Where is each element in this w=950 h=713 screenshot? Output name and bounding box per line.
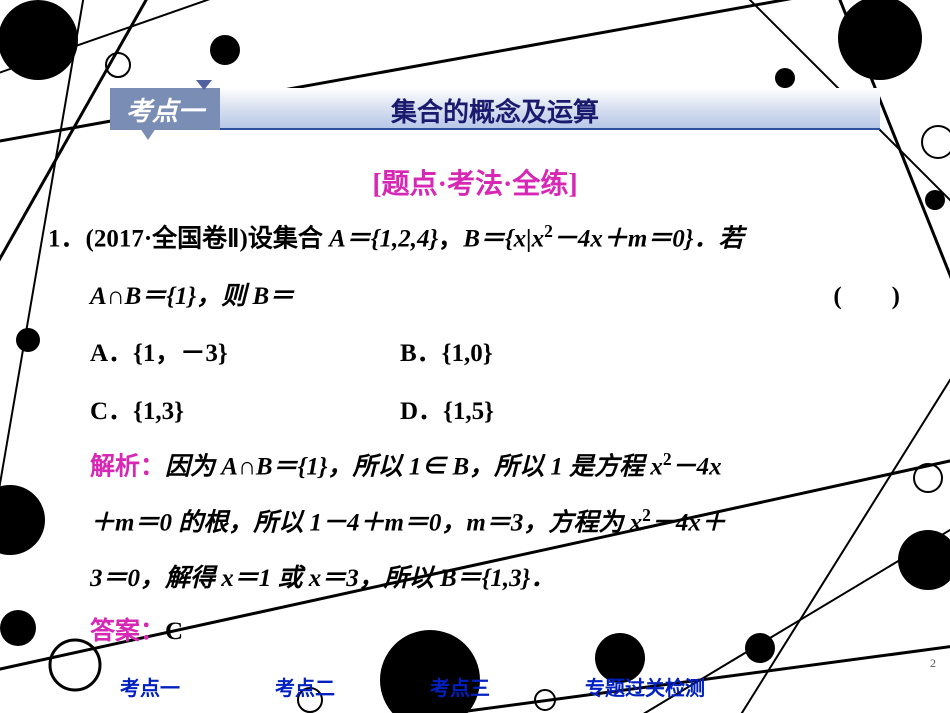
subtitle: [题点·考法·全练] (372, 162, 577, 202)
header-bar: 考点一 集合的概念及运算 (110, 88, 880, 130)
footer-item-4[interactable]: 专题过关检测 (585, 672, 705, 701)
topic-title: 集合的概念及运算 (391, 92, 599, 129)
line2-prefix: A∩B＝{1}，则 B＝ (90, 283, 294, 310)
sol-l2-p2: －4x＋ (651, 509, 726, 536)
question-line-1: 1．(2017·全国卷Ⅱ)设集合 A＝{1,2,4}，B＝{x|x2－4x＋m＝… (48, 215, 920, 263)
option-row-1: A．{1，－3} B．{1,0} (90, 330, 920, 378)
option-b: B．{1,0} (400, 330, 493, 378)
solution-line2: ＋m＝0 的根，所以 1－4＋m＝0，m＝3，方程为 x2－4x＋ (48, 499, 920, 547)
sol-l1-exp: 2 (663, 449, 672, 469)
question-line-2: A∩B＝{1}，则 B＝ ( ) (48, 273, 920, 321)
option-d: D．{1,5} (400, 388, 494, 436)
option-a: A．{1，－3} (90, 330, 400, 378)
content-area: 1．(2017·全国卷Ⅱ)设集合 A＝{1,2,4}，B＝{x|x2－4x＋m＝… (48, 215, 920, 656)
options: A．{1，－3} B．{1,0} C．{1,3} D．{1,5} (48, 330, 920, 435)
option-row-2: C．{1,3} D．{1,5} (90, 388, 920, 436)
set-b-exp: 2 (544, 221, 553, 241)
sol-l2-exp: 2 (642, 505, 651, 525)
footer-item-3[interactable]: 考点三 (430, 672, 490, 701)
answer-label: 答案： (90, 618, 165, 645)
set-b-prefix: B＝{x|x (463, 225, 544, 252)
solution-line3: 3＝0，解得 x＝1 或 x＝3，所以 B＝{1,3}． (48, 555, 920, 603)
set-a: A＝{1,2,4} (329, 225, 438, 252)
answer: 答案：C (48, 608, 920, 656)
sol-l3: 3＝0，解得 x＝1 或 x＝3，所以 B＝{1,3}． (90, 565, 555, 592)
question-number: 1． (48, 225, 86, 252)
sol-l1-p2: －4x (672, 454, 722, 481)
footer-item-1[interactable]: 考点一 (120, 672, 180, 701)
sol-l1-p1: 因为 A∩B＝{1}，所以 1∈ B，所以 1 是方程 x (165, 454, 663, 481)
sol-l2-p1: ＋m＝0 的根，所以 1－4＋m＝0，m＝3，方程为 x (90, 509, 642, 536)
answer-paren: ( ) (833, 273, 900, 321)
comma1: ， (438, 225, 463, 252)
footer-item-2[interactable]: 考点二 (275, 672, 335, 701)
solution: 解析：因为 A∩B＝{1}，所以 1∈ B，所以 1 是方程 x2－4x (48, 443, 920, 491)
page-number: 2 (930, 656, 936, 671)
solution-label: 解析： (90, 454, 165, 481)
footer-nav: 考点一 考点二 考点三 专题过关检测 (120, 672, 705, 701)
topic-label: 考点一 (110, 88, 220, 130)
answer-value: C (165, 618, 183, 645)
option-c: C．{1,3} (90, 388, 400, 436)
set-b-suffix: －4x＋m＝0}．若 (553, 225, 744, 252)
stem-part1: 设集合 (248, 225, 329, 252)
question-source: (2017·全国卷Ⅱ) (86, 225, 248, 252)
